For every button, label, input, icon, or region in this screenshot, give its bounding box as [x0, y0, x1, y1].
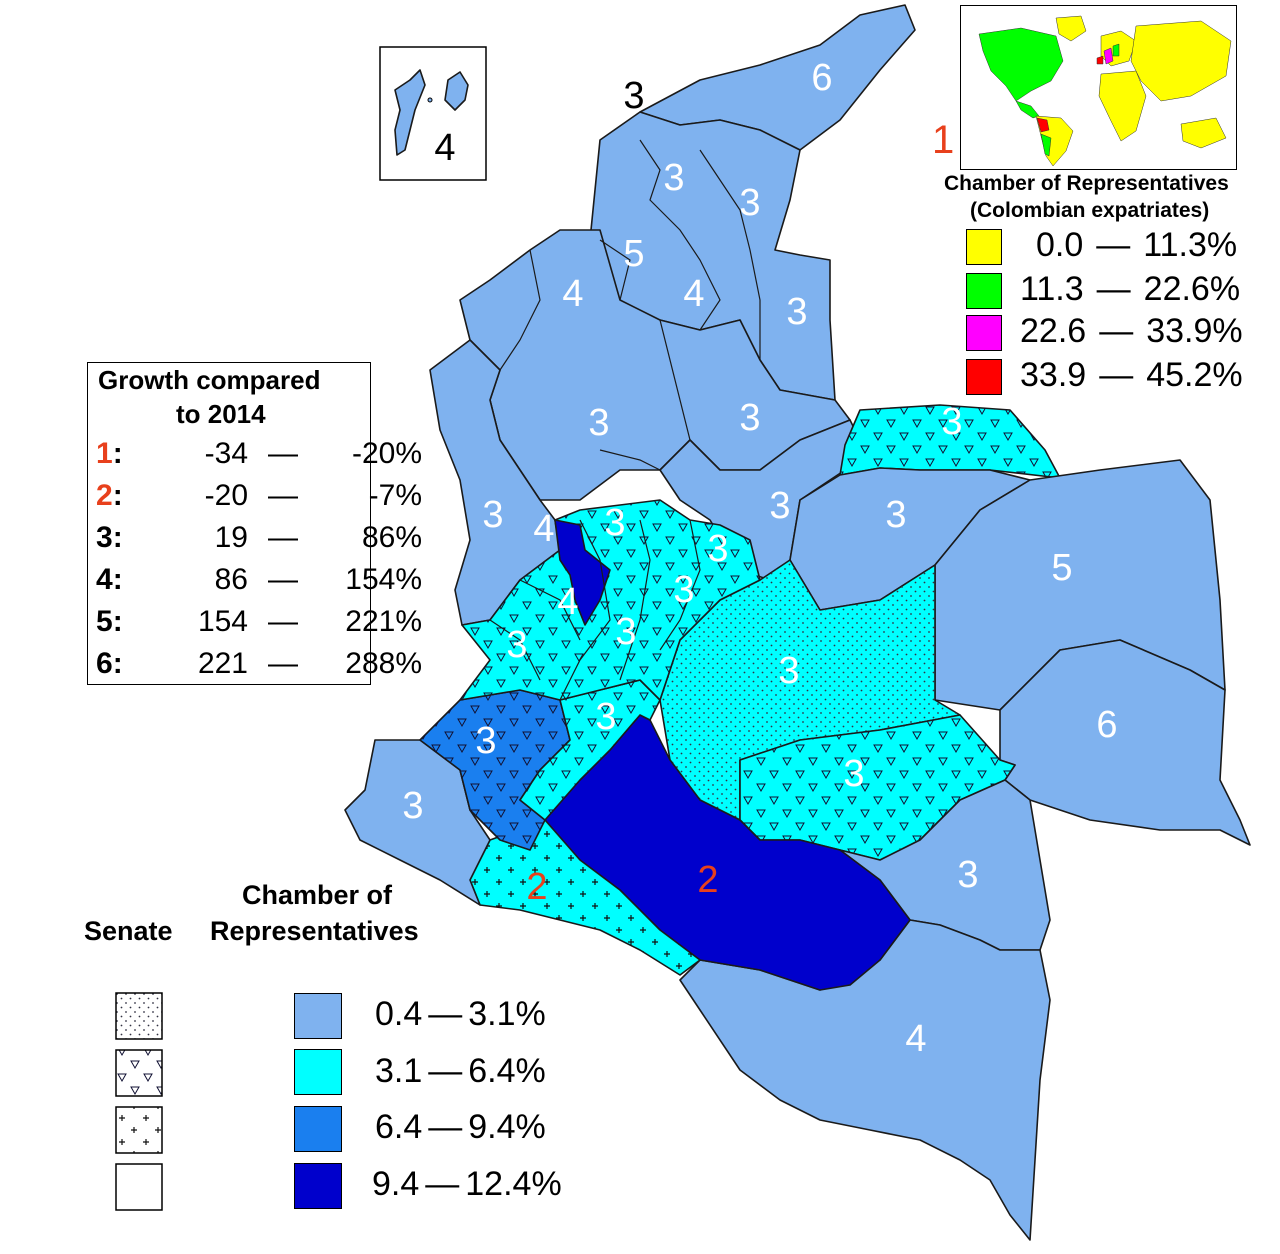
- chamber-label-line2: Representatives: [210, 916, 419, 946]
- senate-swatch-dots: [115, 992, 163, 1040]
- label-putumayo: 2: [526, 866, 547, 908]
- region-risaralda: [554, 519, 611, 626]
- expat-swatch-2: [966, 273, 1002, 309]
- senate-label: Senate: [84, 916, 173, 946]
- expat-row-4: 33.9—45.2%: [1020, 356, 1243, 394]
- chamber-swatch-3: [294, 1106, 342, 1152]
- label-caqueta: 2: [697, 859, 718, 901]
- expat-row-1: 0.0—11.3%: [1036, 226, 1238, 264]
- expat-row-3: 22.6—33.9%: [1020, 312, 1243, 350]
- label-arauca: 3: [941, 401, 962, 443]
- label-meta: 3: [778, 650, 799, 692]
- chamber-row-1: 0.4—3.1%: [375, 995, 546, 1033]
- chamber-row-2: 3.1—6.4%: [375, 1052, 546, 1090]
- senate-swatch-triangles: [115, 1049, 163, 1097]
- label-bolivar-n: 5: [623, 233, 644, 275]
- expat-swatch-3: [966, 315, 1002, 351]
- chamber-row-3: 6.4—9.4%: [375, 1108, 546, 1146]
- label-risaralda: 4: [557, 581, 578, 623]
- label-cauca: 3: [475, 720, 496, 762]
- label-antioquia-w: 4: [533, 508, 554, 550]
- label-bolivar-s: 4: [683, 273, 704, 315]
- chamber-swatch-4: [294, 1163, 342, 1209]
- chamber-row-4: 9.4—12.4%: [372, 1165, 562, 1203]
- label-san-andres: 4: [434, 127, 455, 169]
- san-andres-inset: [379, 46, 487, 181]
- expat-swatch-1: [966, 229, 1002, 265]
- label-cordoba: 3: [588, 402, 609, 444]
- expat-title-line2: (Colombian expatriates): [970, 199, 1210, 222]
- growth-title-line1: Growth compared: [98, 365, 321, 395]
- label-narino: 3: [402, 785, 423, 827]
- expat-growth-key: 1: [932, 118, 955, 162]
- label-boyaca: 3: [885, 494, 906, 536]
- growth-legend: Growth compared to 2014 1: -34 — -20% 2:…: [87, 362, 422, 685]
- chamber-swatch-2: [294, 1049, 342, 1095]
- label-magdalena: 3: [739, 182, 760, 224]
- label-valle: 3: [506, 624, 527, 666]
- label-cesar: 3: [786, 291, 807, 333]
- senate-swatches: [115, 992, 163, 1211]
- map-regions: [344, 4, 1251, 1241]
- label-guainia: 6: [1096, 704, 1117, 746]
- label-vaupes: 3: [957, 854, 978, 896]
- label-santander: 3: [769, 485, 790, 527]
- expat-row-2: 11.3—22.6%: [1020, 270, 1241, 308]
- label-sucre: 4: [562, 273, 583, 315]
- label-tolima: 3: [615, 611, 636, 653]
- label-caldas: 3: [673, 569, 694, 611]
- region-labels: 4 6 3 3 3 5 4 4 3 3 3 3 3 3 3 4 3 3 3 4 …: [402, 57, 1117, 1060]
- chamber-swatch-1: [294, 993, 342, 1039]
- label-cundinamarca: 3: [707, 528, 728, 570]
- label-bolivar-c: 3: [739, 397, 760, 439]
- expat-title-line1: Chamber of Representatives: [944, 172, 1229, 195]
- expat-world-map: [960, 5, 1237, 170]
- label-choco: 3: [482, 494, 503, 536]
- label-guajira: 6: [811, 57, 832, 99]
- label-vichada: 5: [1051, 547, 1072, 589]
- world-map-graphic: [961, 6, 1236, 169]
- label-amazonas: 4: [905, 1018, 926, 1060]
- label-atlantico: 3: [663, 157, 684, 199]
- label-guaviare: 3: [843, 753, 864, 795]
- label-huila: 3: [595, 696, 616, 738]
- growth-title-line2: to 2014: [176, 399, 266, 429]
- senate-swatch-blank: [115, 1163, 163, 1211]
- label-antioquia-c: 3: [604, 502, 625, 544]
- expat-swatch-4: [966, 359, 1002, 395]
- senate-swatch-plus: [115, 1106, 163, 1154]
- label-caribbean-coast: 3: [623, 75, 644, 117]
- chamber-label-line1: Chamber of: [242, 880, 393, 910]
